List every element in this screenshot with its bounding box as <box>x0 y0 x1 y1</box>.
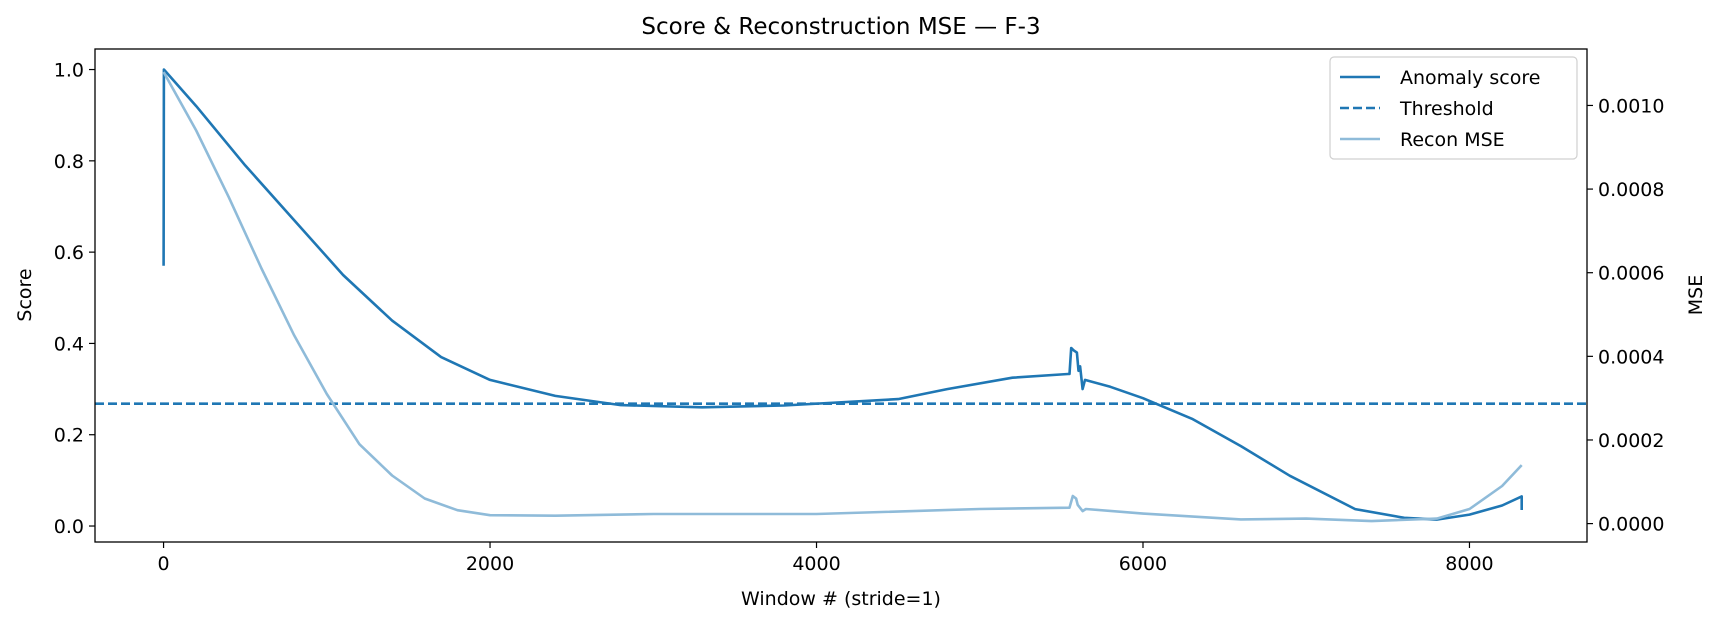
x-axis-label: Window # (stride=1) <box>741 588 941 610</box>
y-tick-label: 0.8 <box>54 151 84 173</box>
axis-layer: 0 2000 4000 6000 8000 0.0 0.2 0.4 0.6 0.8 1.0 0.000… <box>54 60 1665 575</box>
x-tick-label: 0 <box>158 553 170 575</box>
y2-tick-label: 0.0010 <box>1598 95 1664 117</box>
legend-label-anomaly-score: Anomaly score <box>1400 67 1540 89</box>
series-layer <box>95 68 1587 523</box>
y-tick-label: 0.4 <box>54 333 84 355</box>
series-line-anomaly-score <box>162 68 1523 521</box>
y-tick-label: 0.2 <box>54 425 84 447</box>
series-line-recon-mse <box>162 71 1523 523</box>
x-tick-label: 6000 <box>1119 553 1167 575</box>
y2-tick-label: 0.0006 <box>1598 263 1664 285</box>
y-tick-label: 0.0 <box>54 516 84 538</box>
y2-tick-label: 0.0008 <box>1598 179 1664 201</box>
x-tick-label: 8000 <box>1445 553 1493 575</box>
legend: Anomaly score Threshold Recon MSE <box>1329 56 1578 160</box>
y-axis-label: Score <box>14 268 36 321</box>
y2-tick-label: 0.0004 <box>1598 346 1664 368</box>
legend-label-recon-mse: Recon MSE <box>1400 129 1505 151</box>
y-tick-label: 1.0 <box>54 60 84 82</box>
y-tick-label: 0.6 <box>54 242 84 264</box>
x-tick-label: 2000 <box>466 553 514 575</box>
plot-frame <box>94 48 1588 543</box>
chart-title: Score & Reconstruction MSE — F-3 <box>641 14 1040 40</box>
y2-axis-label: MSE <box>1685 275 1707 315</box>
legend-box <box>1329 56 1578 160</box>
y2-tick-label: 0.0000 <box>1598 514 1664 536</box>
x-tick-label: 4000 <box>792 553 840 575</box>
y2-tick-label: 0.0002 <box>1598 430 1664 452</box>
legend-label-threshold: Threshold <box>1399 98 1494 120</box>
